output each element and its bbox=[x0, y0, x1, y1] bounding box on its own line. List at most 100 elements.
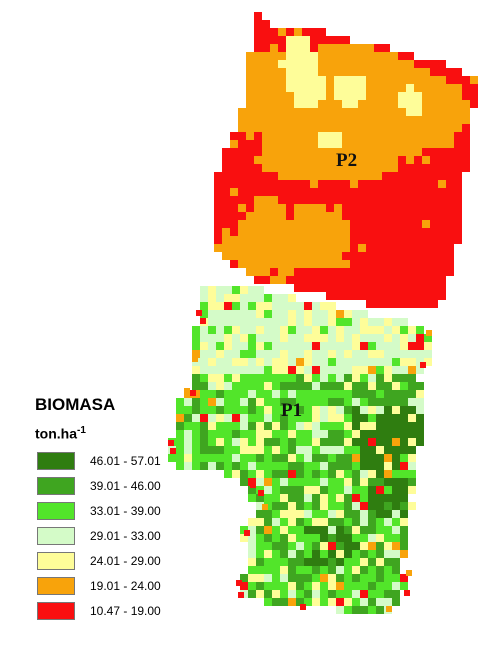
map-cell-p2 bbox=[310, 180, 318, 188]
map-cell-p2 bbox=[414, 148, 422, 156]
map-cell-p1 bbox=[368, 342, 376, 350]
map-cell-p1 bbox=[232, 454, 240, 462]
map-cell-p1 bbox=[280, 326, 288, 334]
map-cell-p2 bbox=[286, 228, 294, 236]
map-cell-p1 bbox=[296, 590, 304, 598]
map-cell-p2 bbox=[246, 124, 254, 132]
map-cell-p1 bbox=[400, 518, 408, 526]
map-cell-p2 bbox=[214, 236, 222, 244]
map-cell-p2 bbox=[470, 92, 478, 100]
map-cell-p1 bbox=[256, 446, 264, 454]
map-cell-p2 bbox=[270, 276, 278, 284]
map-cell-p2 bbox=[302, 204, 310, 212]
map-cell-p2 bbox=[422, 148, 430, 156]
map-cell-p2 bbox=[438, 132, 446, 140]
map-cell-p2 bbox=[246, 148, 254, 156]
map-cell-p1 bbox=[272, 406, 280, 414]
map-cell-p1 bbox=[232, 334, 240, 342]
map-cell-p1 bbox=[344, 494, 352, 502]
map-cell-p2 bbox=[422, 292, 430, 300]
map-cell-p1 bbox=[368, 598, 376, 606]
map-cell-p2 bbox=[366, 92, 374, 100]
map-cell-p2 bbox=[342, 44, 350, 52]
map-cell-p2 bbox=[414, 84, 422, 92]
map-cell-p1 bbox=[232, 302, 240, 310]
map-cell-p1 bbox=[304, 398, 312, 406]
map-cell-p1 bbox=[344, 422, 352, 430]
map-cell-p1 bbox=[336, 590, 344, 598]
map-cell-p2 bbox=[246, 252, 254, 260]
map-cell-p1 bbox=[288, 526, 296, 534]
map-cell-p1 bbox=[376, 342, 384, 350]
map-cell-p1 bbox=[224, 454, 232, 462]
map-cell-p1 bbox=[424, 334, 432, 342]
map-cell-p2 bbox=[326, 292, 334, 300]
map-cell-p2 bbox=[318, 100, 326, 108]
map-cell-p1 bbox=[360, 358, 368, 366]
map-cell-p2 bbox=[350, 196, 358, 204]
map-cell-p1 bbox=[312, 358, 320, 366]
map-cell-p2 bbox=[286, 196, 294, 204]
map-cell-p1 bbox=[272, 318, 280, 326]
map-cell-p2 bbox=[334, 60, 342, 68]
map-cell-p1 bbox=[336, 606, 344, 614]
map-cell-p2 bbox=[334, 116, 342, 124]
map-cell-p1 bbox=[360, 382, 368, 390]
map-cell-p1 bbox=[312, 318, 320, 326]
map-cell-p2 bbox=[302, 140, 310, 148]
map-cell-p1 bbox=[264, 326, 272, 334]
map-cell-p2 bbox=[318, 196, 326, 204]
map-cell-p2 bbox=[286, 156, 294, 164]
map-cell-p1 bbox=[336, 582, 344, 590]
map-cell-p1 bbox=[312, 374, 320, 382]
map-cell-p1 bbox=[272, 550, 280, 558]
map-cell-p2 bbox=[286, 100, 294, 108]
map-cell-p2 bbox=[254, 164, 262, 172]
map-cell-p1 bbox=[336, 526, 344, 534]
map-cell-p1 bbox=[400, 390, 408, 398]
map-cell-p2 bbox=[470, 76, 478, 84]
map-cell-p1 bbox=[248, 582, 256, 590]
map-cell-p2 bbox=[374, 292, 382, 300]
map-cell-p2 bbox=[318, 284, 326, 292]
map-cell-p2 bbox=[342, 236, 350, 244]
map-cell-p2 bbox=[438, 268, 446, 276]
map-cell-p1 bbox=[400, 478, 408, 486]
map-cell-p1 bbox=[320, 350, 328, 358]
map-cell-p2 bbox=[470, 84, 478, 92]
map-cell-p1 bbox=[208, 310, 216, 318]
map-cell-p1 bbox=[408, 406, 416, 414]
map-cell-p1 bbox=[360, 566, 368, 574]
map-cell-p2 bbox=[366, 68, 374, 76]
map-cell-p1 bbox=[232, 318, 240, 326]
map-cell-p1 bbox=[264, 526, 272, 534]
map-cell-p1 bbox=[288, 382, 296, 390]
map-cell-p2 bbox=[342, 188, 350, 196]
map-cell-p2 bbox=[406, 156, 414, 164]
map-cell-p1 bbox=[264, 422, 272, 430]
map-cell-p2 bbox=[334, 92, 342, 100]
map-cell-p1 bbox=[184, 398, 192, 406]
map-cell-p2 bbox=[358, 260, 366, 268]
map-cell-p1 bbox=[336, 574, 344, 582]
map-cell-p1 bbox=[360, 494, 368, 502]
map-cell-p1 bbox=[288, 398, 296, 406]
map-cell-p1 bbox=[312, 494, 320, 502]
map-cell-p2 bbox=[310, 124, 318, 132]
map-cell-p1 bbox=[312, 398, 320, 406]
map-cell-p2 bbox=[326, 84, 334, 92]
map-cell-p1 bbox=[208, 294, 216, 302]
map-cell-p2 bbox=[246, 172, 254, 180]
map-cell-p2 bbox=[390, 100, 398, 108]
map-cell-p1 bbox=[400, 526, 408, 534]
legend-swatch bbox=[37, 552, 75, 570]
map-cell-p2 bbox=[462, 84, 470, 92]
map-cell-p1 bbox=[360, 606, 368, 614]
map-cell-p2 bbox=[454, 180, 462, 188]
map-cell-p1 bbox=[272, 502, 280, 510]
map-cell-p2 bbox=[222, 228, 230, 236]
map-cell-p2 bbox=[342, 76, 350, 84]
map-cell-p2 bbox=[230, 132, 238, 140]
map-cell-p1 bbox=[344, 342, 352, 350]
map-cell-p1 bbox=[328, 590, 336, 598]
